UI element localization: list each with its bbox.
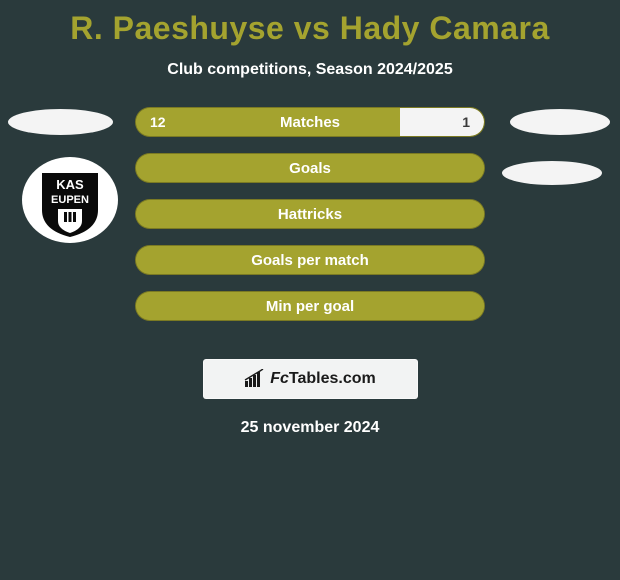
stat-label: Goals	[289, 160, 331, 177]
stat-row: Goals	[135, 153, 485, 183]
comparison-chart: KAS EUPEN Matches 12 1 Goals Hattricks Goals …	[0, 107, 620, 347]
stat-value-player-b: 1	[462, 114, 470, 130]
stat-label: Matches	[280, 114, 340, 131]
comparison-title: R. Paeshuyse vs Hady Camara	[0, 0, 620, 47]
stat-rows: Matches 12 1 Goals Hattricks Goals per match M…	[135, 107, 485, 337]
stat-row: Hattricks	[135, 199, 485, 229]
brand-suffix: Tables.com	[289, 370, 376, 387]
player-b-marker	[502, 161, 602, 185]
player-b-marker	[510, 109, 610, 135]
svg-text:KAS: KAS	[56, 177, 84, 192]
stat-value-player-a: 12	[150, 114, 166, 130]
stat-fill-player-b	[400, 108, 484, 136]
club-logo-left: KAS EUPEN	[20, 155, 120, 245]
stat-row: Goals per match	[135, 245, 485, 275]
player-a-marker	[8, 109, 113, 135]
brand-chart-icon	[244, 369, 266, 389]
stat-row: Min per goal	[135, 291, 485, 321]
snapshot-date: 25 november 2024	[0, 419, 620, 437]
stat-label: Hattricks	[278, 206, 342, 223]
stat-label: Min per goal	[266, 298, 354, 315]
stat-fill-player-a	[136, 108, 400, 136]
comparison-subtitle: Club competitions, Season 2024/2025	[0, 61, 620, 79]
svg-text:EUPEN: EUPEN	[51, 194, 89, 206]
stat-label: Goals per match	[251, 252, 369, 269]
stat-row: Matches 12 1	[135, 107, 485, 137]
brand-footer: FcTables.com	[203, 359, 418, 399]
brand-prefix: Fc	[270, 370, 289, 387]
